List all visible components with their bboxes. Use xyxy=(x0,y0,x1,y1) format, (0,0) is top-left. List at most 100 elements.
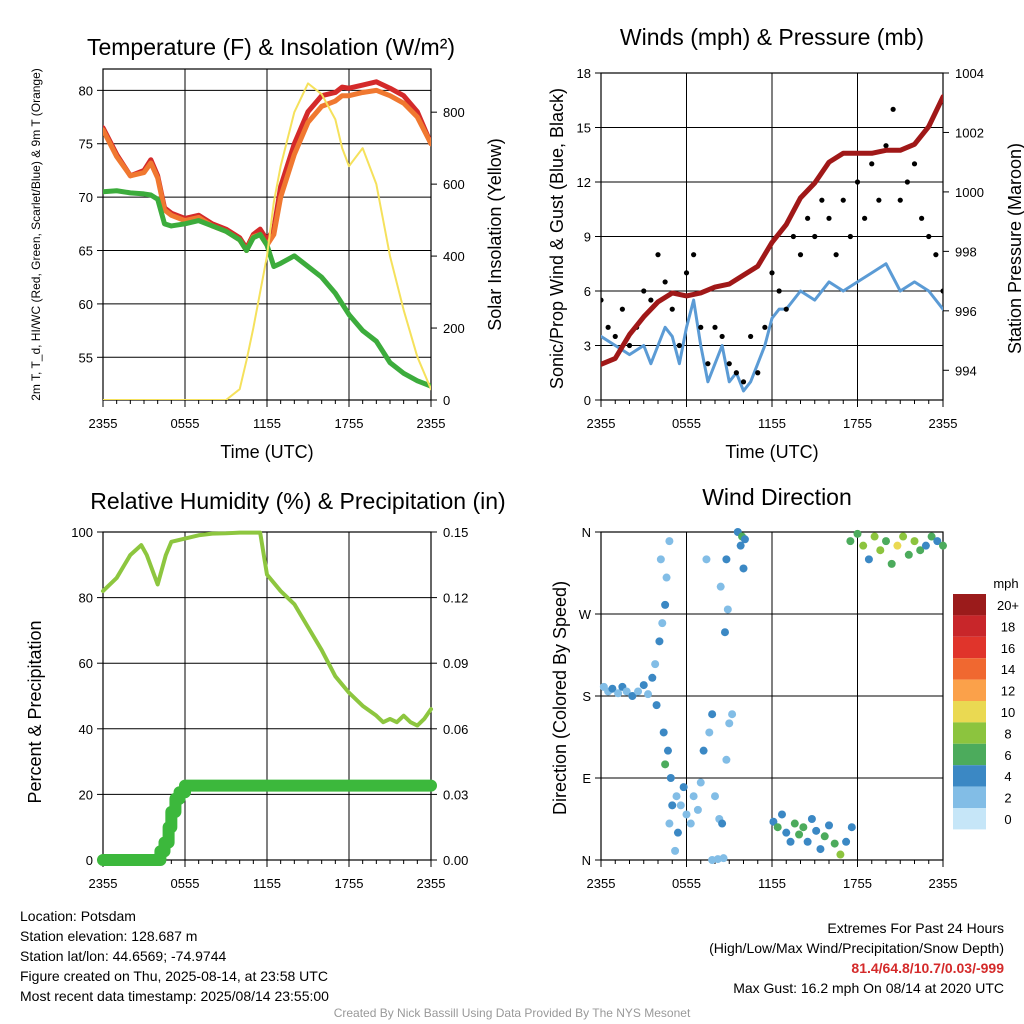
gust-point xyxy=(641,288,647,294)
y-tick-label: 18 xyxy=(577,66,591,81)
direction-point xyxy=(859,541,868,550)
y-tick-label: 55 xyxy=(79,350,93,365)
panel-2: 2355 0555 1155 1755 2355 0 3 6 9 12 15 18 994 996 998 1… xyxy=(547,24,1024,462)
gust-point xyxy=(876,197,882,203)
x-tick-label: 1155 xyxy=(253,416,281,431)
direction-point xyxy=(847,823,856,832)
y2-tick-label: 0.12 xyxy=(443,591,468,606)
y2-tick-label: 400 xyxy=(443,249,465,264)
colorbar-label: 0 xyxy=(1004,812,1011,827)
direction-point xyxy=(899,532,908,541)
latlon-text: Station lat/lon: 44.6569; -74.9744 xyxy=(20,948,227,964)
colorbar: mph 20+ 18 16 14 12 10 8 6 4 2 0 xyxy=(953,576,1019,830)
gust-point xyxy=(883,143,889,149)
y2-tick-label: 800 xyxy=(443,105,465,120)
gust-point xyxy=(733,370,739,376)
direction-point xyxy=(777,810,786,819)
wind-line xyxy=(601,262,943,393)
gust-point xyxy=(847,233,853,240)
direction-point xyxy=(628,692,637,700)
direction-point xyxy=(887,559,896,568)
panel-3: 2355 0555 1155 1755 2355 0 20 40 60 80 100 0.00 0.03… xyxy=(25,488,506,891)
x-tick-label: 2355 xyxy=(89,416,118,431)
direction-point xyxy=(661,600,670,609)
direction-point xyxy=(699,746,708,755)
direction-point xyxy=(652,701,661,710)
colorbar-swatch xyxy=(953,658,986,680)
colorbar-label: 12 xyxy=(1001,684,1015,699)
gust-point xyxy=(755,370,761,376)
gust-point xyxy=(897,197,903,203)
direction-point xyxy=(656,555,665,564)
direction-point xyxy=(882,537,890,546)
x-tick-label: 2355 xyxy=(929,416,958,431)
gust-point xyxy=(819,197,825,203)
direction-point xyxy=(722,555,731,564)
chart-title: Winds (mph) & Pressure (mb) xyxy=(620,24,924,50)
panel-4: 2355 0555 1155 1755 2355 N E S W N Wind Direction D… xyxy=(550,484,1019,891)
y-tick-label: 60 xyxy=(79,656,93,671)
colorbar-swatch xyxy=(953,679,986,701)
direction-point xyxy=(725,719,734,728)
series-line-3 xyxy=(103,188,431,389)
direction-point xyxy=(719,854,728,863)
gust-point xyxy=(662,279,668,285)
gust-point xyxy=(854,179,861,185)
x-tick-label: 1155 xyxy=(758,876,786,891)
y-tick-label: 75 xyxy=(79,137,93,152)
direction-point xyxy=(846,537,855,546)
direction-point xyxy=(686,819,695,828)
gust-point xyxy=(926,233,932,240)
y-tick-label: E xyxy=(582,771,591,786)
direction-point xyxy=(622,687,631,696)
x-tick-label: 1755 xyxy=(843,416,872,431)
direction-points xyxy=(599,528,947,864)
gust-point xyxy=(748,333,754,340)
panel-1: 2355 0555 1155 1755 235555606570758002004006… xyxy=(29,34,505,462)
extremes-heading: Extremes For Past 24 Hours xyxy=(827,920,1004,936)
gust-point xyxy=(812,233,818,240)
direction-point xyxy=(786,837,795,846)
direction-point xyxy=(782,828,791,837)
direction-point xyxy=(708,710,717,719)
y-tick-label: 80 xyxy=(79,83,93,98)
gust-point xyxy=(776,288,782,294)
y-tick-label: 3 xyxy=(584,339,591,354)
figure-created-text: Figure created on Thu, 2025-08-14, at 23… xyxy=(20,968,328,984)
y2-tick-label: 998 xyxy=(955,244,977,259)
gust-point xyxy=(719,333,725,340)
direction-point xyxy=(876,546,885,555)
direction-point xyxy=(668,801,677,810)
gust-point xyxy=(797,252,804,258)
direction-point xyxy=(702,555,711,564)
direction-point xyxy=(663,746,672,755)
series-group xyxy=(97,530,437,866)
direction-point xyxy=(803,837,812,846)
gust-point xyxy=(840,197,846,203)
direction-point xyxy=(910,537,919,546)
gust-point xyxy=(783,306,789,312)
series-line-4 xyxy=(103,82,431,400)
y2-tick-label: 0.09 xyxy=(443,656,468,671)
x-tick-label: 1155 xyxy=(253,876,281,891)
colorbar-label: 20+ xyxy=(997,598,1019,613)
x-axis-label: Time (UTC) xyxy=(220,442,313,462)
direction-point xyxy=(836,850,845,859)
y-tick-label: W xyxy=(579,607,592,622)
gust-point xyxy=(726,361,732,367)
gust-point xyxy=(626,342,633,349)
x-tick-label: 1755 xyxy=(335,876,364,891)
colorbar-swatch xyxy=(953,808,986,830)
y2-tick-label: 996 xyxy=(955,304,977,319)
x-tick-label: 0555 xyxy=(171,416,200,431)
direction-point xyxy=(673,828,682,837)
direction-point xyxy=(696,778,705,787)
direction-point xyxy=(679,783,688,792)
y2-tick-label: 0.06 xyxy=(443,722,468,737)
direction-point xyxy=(893,541,902,550)
direction-point xyxy=(842,837,851,846)
direction-point xyxy=(672,792,681,801)
y-tick-label: 6 xyxy=(584,284,591,299)
direction-point xyxy=(722,755,731,764)
direction-point xyxy=(666,774,675,782)
